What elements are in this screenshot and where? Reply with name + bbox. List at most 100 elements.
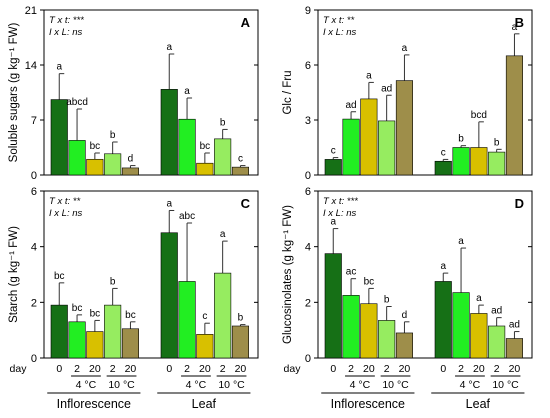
panel-d-bar [470,313,488,359]
panel-c-sig-letter: abc [179,211,195,222]
panel-a-bar [160,89,178,176]
panel-c-frame [43,190,259,359]
panel-d-bar [488,325,506,359]
panel-d-x-day: 20 [509,363,521,375]
panel-d-sig-letter: b [384,295,390,306]
panel-b-bar [395,80,414,176]
panel-c-sig-letter: bc [72,303,83,314]
panel-c-ytick-label: 4 [31,242,37,254]
panel-d-bar [360,303,378,359]
panel-b-bar [324,159,342,176]
panel-d-ytick-label: 2 [305,297,311,309]
panel-a-sig-letter: bc [200,141,211,152]
panel-c-sig-letter: c [202,311,207,322]
panel-a-bar [214,138,232,176]
panel-a-bar [231,166,249,176]
panel-c-x-day: 2 [220,363,226,375]
panel-b-sig-letter: a [512,22,518,33]
panel-d-ytick-label: 0 [305,353,311,365]
panel-d-sig-letter: ad [509,320,520,331]
panel-b-sig-letter: c [331,146,336,157]
panel-b-ytick-label: 6 [305,60,311,72]
panel-b-bar [452,147,470,176]
panel-a-ytick-label: 7 [31,115,37,127]
panel-a-frame [43,9,259,176]
panel-a-bar [121,167,139,176]
panel-d-ytick-label: 4 [305,242,311,254]
panel-d-stats-line: T x t: *** [323,196,358,207]
panel-a-sig-letter: a [166,42,172,53]
panel-c-bar [214,272,232,359]
panel-a-sig-letter: b [220,117,226,128]
panel-c-bar [104,304,122,359]
panel-b-sig-letter: b [494,137,500,148]
panel-c-x-day: 2 [110,363,116,375]
panel-c-group-label: Inflorescence [57,397,131,411]
panel-c-temp-label: 4 °C [186,379,207,391]
panel-c-x-day: 2 [184,363,190,375]
panel-d-x-day: 0 [440,363,446,375]
panel-d-x-day: 20 [399,363,411,375]
panel-b-ytick-label: 0 [305,170,311,182]
panel-c-sig-letter: bc [125,310,136,321]
panel-d-sig-letter: a [476,293,482,304]
panel-c-letter: C [241,196,251,211]
panel-a-letter: A [241,15,251,30]
panel-d-bar [378,320,396,359]
panel-b-frame [317,9,533,176]
panel-d-bar [434,281,452,359]
panel-d-sig-letter: d [402,310,408,321]
panel-d-sig-letter: a [458,236,464,247]
panel-b-sig-letter: a [402,43,408,54]
panel-b-bar [488,151,506,176]
panel-b-bar [378,120,396,176]
panel-b-sig-letter: ad [381,83,392,94]
panel-b-sig-letter: bcd [471,110,487,121]
panel-d-sig-letter: a [440,261,446,272]
panel-a-bar [68,140,86,176]
panel-a-sig-letter: b [110,130,116,141]
panel-c-sig-letter: a [166,198,172,209]
panel-d-bar [342,295,360,359]
panel-c-group-label: Leaf [192,397,217,411]
panel-a-sig-letter: a [56,62,62,73]
panel-c-ytick-label: 2 [31,297,37,309]
panel-a-sig-letter: c [238,154,243,165]
panel-c-sig-letter: bc [90,308,101,319]
panel-c-bar [68,321,86,359]
panel-c-x-day: 20 [125,363,137,375]
panel-a-ytick-label: 14 [25,60,37,72]
panel-c-x-day: 0 [166,363,172,375]
panel-c-bar [196,334,214,359]
panel-a-bar [50,99,68,176]
panel-b-ytick-label: 9 [305,5,311,17]
panel-d-x-day-label: day [284,363,302,375]
panel-d-temp-label: 10 °C [492,379,519,391]
panel-a-sig-letter: bc [90,141,101,152]
panel-c-x-day-label: day [10,363,28,375]
panel-d-sig-letter: ad [491,306,502,317]
panel-c-bar [178,281,196,359]
panel-c-sig-letter: b [238,313,244,324]
panel-d-x-day: 0 [330,363,336,375]
panel-a-bar [196,162,214,176]
panel-d-x-day: 20 [363,363,375,375]
panel-d-temp-label: 4 °C [350,379,371,391]
panel-c-ylabel: Starch (g kg⁻¹ FW) [8,226,20,323]
panel-d-x-day: 20 [473,363,485,375]
panel-d-temp-label: 4 °C [460,379,481,391]
panel-c-x-day: 20 [235,363,247,375]
panel-a-sig-letter: d [128,154,134,165]
panel-b-ytick-label: 3 [305,115,311,127]
panel-d-x-day: 2 [348,363,354,375]
panel-d-stats-line: I x L: ns [323,208,357,219]
panel-c-x-day: 20 [89,363,101,375]
panel-c-ytick-label: 0 [31,353,37,365]
panel-d-group-label: Leaf [466,397,491,411]
panel-a-sig-letter: a [184,86,190,97]
panel-b-stats-line: I x L: ns [323,27,357,38]
panel-a-ytick-label: 21 [25,5,37,17]
panel-a-ylabel: Soluble sugars (g kg⁻¹ FW) [8,23,20,163]
panel-b-bar [434,160,452,176]
